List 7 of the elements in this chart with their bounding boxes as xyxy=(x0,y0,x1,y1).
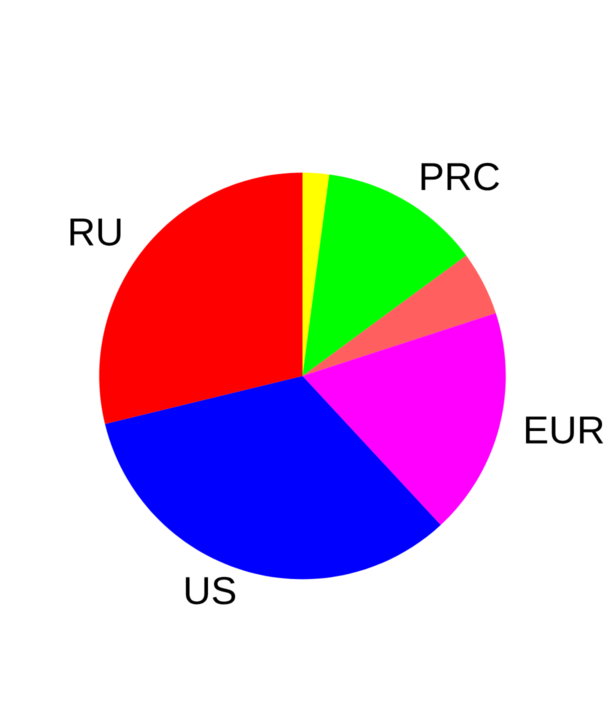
slice-label: RU xyxy=(70,218,120,246)
slice-label: US xyxy=(186,576,236,604)
slice-label: PRC xyxy=(422,162,500,190)
pie-slice xyxy=(302,255,496,376)
pie-slice xyxy=(302,313,506,526)
slice-label: EUR xyxy=(526,416,604,444)
pie-slice xyxy=(302,172,330,376)
